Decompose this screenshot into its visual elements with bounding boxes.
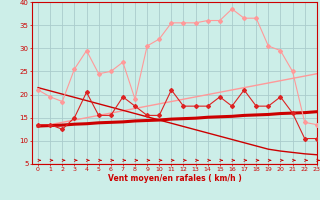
X-axis label: Vent moyen/en rafales ( km/h ): Vent moyen/en rafales ( km/h ): [108, 174, 241, 183]
